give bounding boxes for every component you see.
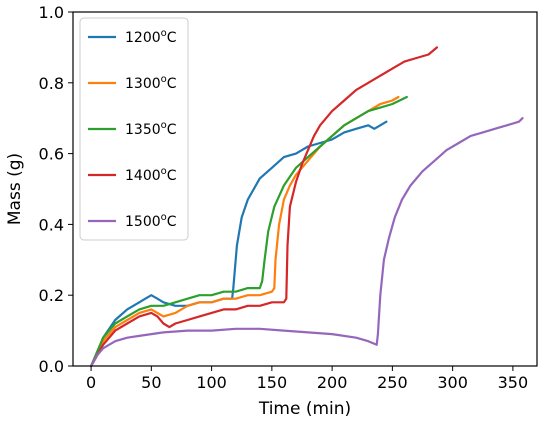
legend-label-value: 1400 bbox=[125, 168, 161, 184]
series-line-1350 bbox=[90, 95, 408, 368]
y-tick-label: 0.2 bbox=[39, 286, 64, 305]
series-line-1400 bbox=[90, 46, 439, 368]
legend-label-value: 1300 bbox=[125, 76, 161, 92]
legend-label: 1400oC bbox=[125, 166, 177, 184]
y-tick-label: 0.0 bbox=[39, 357, 64, 376]
legend-label-degree: o bbox=[161, 74, 167, 85]
y-tick-label: 0.8 bbox=[39, 74, 64, 93]
series-layer bbox=[90, 46, 524, 368]
legend-label-value: 1500 bbox=[125, 214, 161, 230]
x-tick-label: 250 bbox=[377, 373, 408, 392]
legend-label-degree: o bbox=[161, 166, 167, 177]
legend-label: 1350oC bbox=[125, 120, 177, 138]
x-axis-label: Time (min) bbox=[258, 399, 351, 419]
x-tick-label: 150 bbox=[257, 373, 288, 392]
legend-label: 1200oC bbox=[125, 28, 177, 46]
legend-label-unit: C bbox=[167, 76, 177, 92]
y-axis-label: Mass (g) bbox=[5, 153, 25, 225]
legend-label-degree: o bbox=[161, 212, 167, 223]
x-tick-label: 300 bbox=[437, 373, 468, 392]
x-tick-label: 200 bbox=[317, 373, 348, 392]
x-tick-label: 100 bbox=[196, 373, 227, 392]
plot-frame bbox=[72, 11, 538, 367]
x-tick-label: 50 bbox=[141, 373, 161, 392]
legend-label-unit: C bbox=[167, 168, 177, 184]
ticks-layer: 0 50 100 150 200 250 300 350 0.0 0.2 0.4 0.6 0.8 1.0 bbox=[39, 3, 529, 392]
y-tick-label: 0.4 bbox=[39, 215, 64, 234]
y-tick-label: 1.0 bbox=[39, 3, 64, 22]
legend-label-degree: o bbox=[161, 120, 167, 131]
y-tick-label: 0.6 bbox=[39, 145, 64, 164]
legend-label-degree: o bbox=[161, 28, 167, 39]
legend-label: 1500oC bbox=[125, 212, 177, 230]
x-tick-label: 350 bbox=[498, 373, 529, 392]
legend-label-value: 1350 bbox=[125, 122, 161, 138]
x-tick-label: 0 bbox=[86, 373, 96, 392]
series-line-1500 bbox=[90, 117, 524, 368]
legend-label-unit: C bbox=[167, 30, 177, 46]
legend-label-unit: C bbox=[167, 122, 177, 138]
series-line-1200 bbox=[90, 120, 388, 368]
legend-label-value: 1200 bbox=[125, 30, 161, 46]
legend-box bbox=[79, 17, 189, 241]
legend-label-unit: C bbox=[167, 214, 177, 230]
legend-label: 1300oC bbox=[125, 74, 177, 92]
